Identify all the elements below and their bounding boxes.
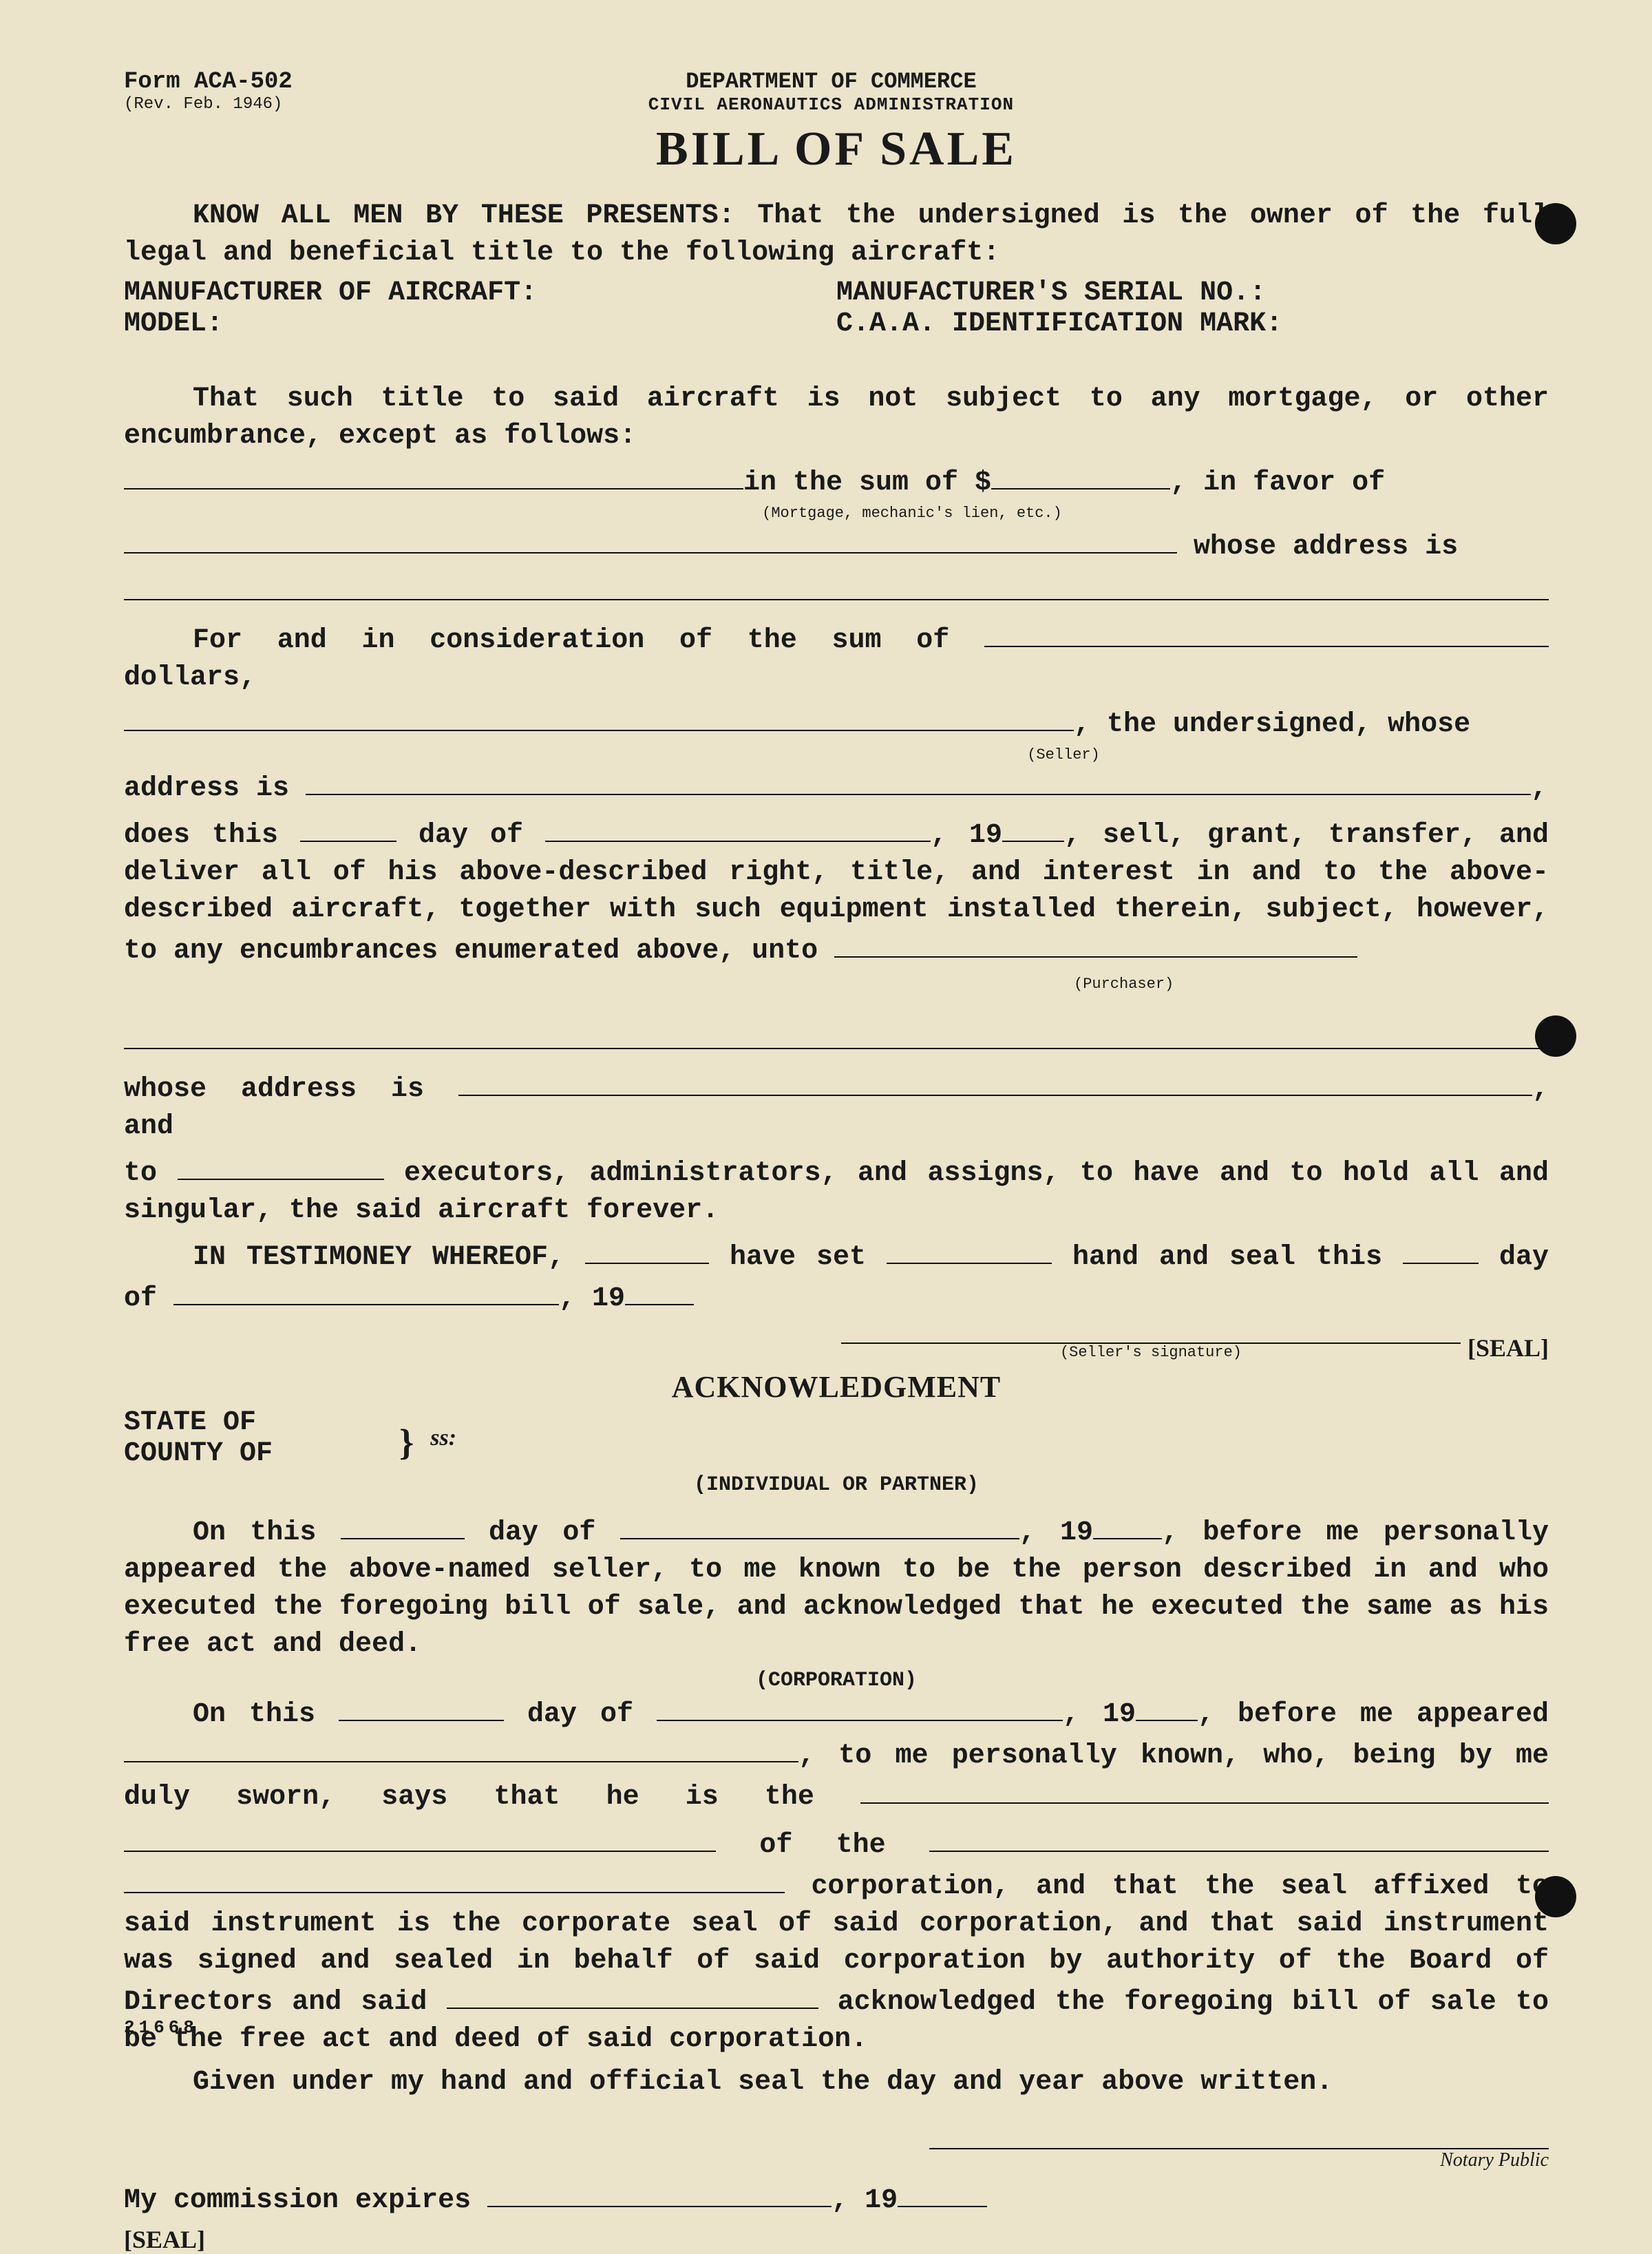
assigns-line2: to executors, administrators, and assign… <box>124 1151 1549 1230</box>
blank-month[interactable] <box>545 813 931 842</box>
purchaser-line2 <box>124 1020 1549 1062</box>
given-under-hand: Given under my hand and official seal th… <box>124 2064 1549 2101</box>
preamble-text: KNOW ALL MEN BY THESE PRESENTS: That the… <box>124 198 1549 272</box>
ss-brace: } ss: <box>399 1423 456 1454</box>
consideration-transfer: does this day of , 19, sell, grant, tran… <box>124 813 1549 970</box>
consideration-line1: For and in consideration of the sum of d… <box>124 618 1549 697</box>
blank-expires-year[interactable] <box>898 2178 987 2207</box>
caption-seller-sig: (Seller's signature) <box>841 1344 1461 1361</box>
blank-corp-appeared[interactable] <box>124 1734 798 1762</box>
testimony-line: IN TESTIMONEY WHEREOF, have set hand and… <box>124 1235 1549 1318</box>
blank-test-2[interactable] <box>887 1235 1052 1264</box>
seller-signature-row: (Seller's signature) [SEAL] <box>124 1323 1549 1362</box>
encumbrance-intro: That such title to said aircraft is not … <box>124 381 1549 455</box>
blank-test-month[interactable] <box>173 1276 559 1305</box>
blank-corp-day[interactable] <box>339 1692 504 1721</box>
caption-purchaser: (Purchaser) <box>1074 976 1549 993</box>
acknowledgment-heading: ACKNOWLEDGMENT <box>124 1369 1549 1404</box>
assigns-line1: whose address is , and <box>124 1067 1549 1146</box>
blank-favor-of[interactable] <box>124 525 1177 554</box>
blank-assigns[interactable] <box>178 1151 384 1180</box>
punch-hole <box>1535 1876 1576 1917</box>
manufacturer-label: MANUFACTURER OF AIRCRAFT: <box>124 277 836 308</box>
county-of: COUNTY OF <box>124 1438 399 1469</box>
blank-seller[interactable] <box>124 702 1074 731</box>
blank-ack-year[interactable] <box>1093 1510 1162 1539</box>
blank-mortgage[interactable] <box>124 461 743 489</box>
blank-corp-month[interactable] <box>657 1692 1063 1721</box>
caption-mortgage: (Mortgage, mechanic's lien, etc.) <box>275 505 1549 522</box>
blank-purchaser[interactable] <box>834 929 1357 958</box>
administration: CIVIL AERONAUTICS ADMINISTRATION <box>293 94 1370 115</box>
consideration-address: address is , <box>124 766 1549 808</box>
form-print-number: 21668 <box>124 2017 198 2038</box>
state-county-block: STATE OF COUNTY OF } ss: <box>124 1407 1549 1469</box>
form-header: Form ACA-502 (Rev. Feb. 1946) DEPARTMENT… <box>124 69 1549 115</box>
blank-corp-year[interactable] <box>1136 1692 1198 1721</box>
encumbrance-line2: whose address is <box>124 525 1549 566</box>
document-title: BILL OF SALE <box>124 122 1549 177</box>
seal-label-2: [SEAL] <box>124 2225 1549 2254</box>
punch-hole <box>1535 203 1576 244</box>
blank-expires[interactable] <box>487 2178 832 2207</box>
corporation-heading: (CORPORATION) <box>124 1669 1549 1692</box>
ack-corp-text: On this day of , 19, before me appeared … <box>124 1692 1549 2058</box>
consideration-line2: , the undersigned, whose <box>124 702 1549 744</box>
ack-individual-text: On this day of , 19, before me personall… <box>124 1510 1549 1663</box>
blank-seller-address[interactable] <box>306 766 1531 795</box>
notary-public-label: Notary Public <box>929 2149 1549 2171</box>
blank-corp-said[interactable] <box>447 1980 818 2009</box>
blank-ack-month[interactable] <box>620 1510 1019 1539</box>
seal-label: [SEAL] <box>1468 1334 1549 1362</box>
notary-signature-row: Notary Public <box>124 2129 1549 2171</box>
individual-partner-heading: (INDIVIDUAL OR PARTNER) <box>124 1473 1549 1497</box>
commission-expires: My commission expires , 19 <box>124 2178 1549 2220</box>
state-county-labels: STATE OF COUNTY OF <box>124 1407 399 1469</box>
punch-hole <box>1535 1015 1576 1057</box>
blank-address-1[interactable] <box>124 571 1549 600</box>
blank-corp-title[interactable] <box>860 1775 1549 1804</box>
blank-corp-title-2[interactable] <box>124 1823 716 1852</box>
blank-purchaser-address[interactable] <box>458 1067 1532 1096</box>
blank-ack-day[interactable] <box>341 1510 465 1539</box>
notary-signature-line[interactable] <box>929 2129 1549 2149</box>
seller-signature-line[interactable] <box>841 1323 1461 1344</box>
caa-mark-label: C.A.A. IDENTIFICATION MARK: <box>836 308 1549 339</box>
serial-label: MANUFACTURER'S SERIAL NO.: <box>836 277 1549 308</box>
notary-signature-block: Notary Public <box>929 2129 1549 2171</box>
form-number: Form ACA-502 <box>124 69 293 95</box>
form-number-block: Form ACA-502 (Rev. Feb. 1946) <box>124 69 293 114</box>
encumbrance-line3 <box>124 571 1549 613</box>
caption-seller: (Seller) <box>578 746 1549 763</box>
blank-year[interactable] <box>1002 813 1064 842</box>
blank-purchaser-2[interactable] <box>124 1020 1549 1049</box>
model-label: MODEL: <box>124 308 836 339</box>
agency-block: DEPARTMENT OF COMMERCE CIVIL AERONAUTICS… <box>293 69 1370 115</box>
blank-day[interactable] <box>300 813 396 842</box>
blank-corp-name-2[interactable] <box>124 1864 785 1893</box>
blank-test-year[interactable] <box>625 1276 694 1305</box>
department: DEPARTMENT OF COMMERCE <box>293 69 1370 94</box>
aircraft-fields-row2: MODEL: C.A.A. IDENTIFICATION MARK: <box>124 308 1549 339</box>
blank-test-1[interactable] <box>585 1235 709 1264</box>
blank-test-day[interactable] <box>1403 1235 1479 1264</box>
blank-sum[interactable] <box>991 461 1170 489</box>
aircraft-fields-row1: MANUFACTURER OF AIRCRAFT: MANUFACTURER'S… <box>124 277 1549 308</box>
state-of: STATE OF <box>124 1407 399 1438</box>
blank-consideration[interactable] <box>984 618 1549 647</box>
blank-corp-name[interactable] <box>929 1823 1549 1852</box>
form-revision: (Rev. Feb. 1946) <box>124 95 293 114</box>
encumbrance-line1: in the sum of $, in favor of <box>124 461 1549 502</box>
seller-signature-block: (Seller's signature) <box>841 1323 1461 1361</box>
